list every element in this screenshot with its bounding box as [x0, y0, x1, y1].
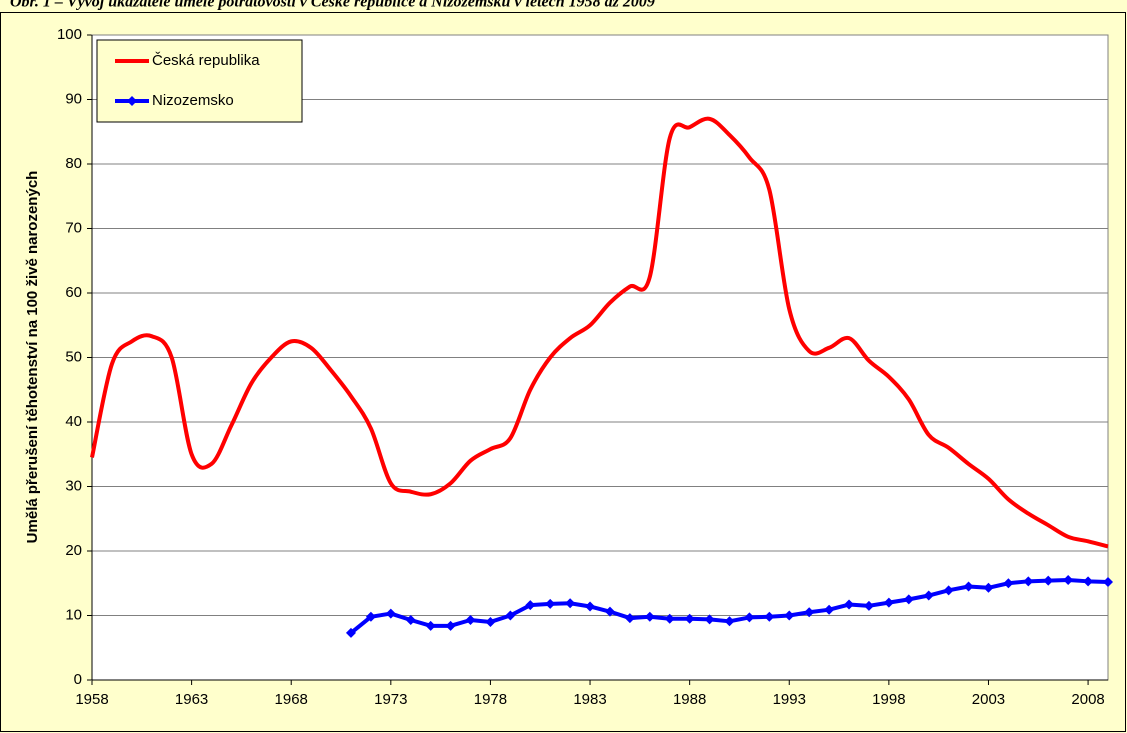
- marker: [565, 598, 576, 609]
- marker: [1023, 576, 1034, 587]
- y-tick-label: 70: [65, 219, 82, 236]
- marker: [903, 594, 914, 605]
- marker: [804, 607, 815, 618]
- marker: [664, 613, 675, 624]
- marker: [465, 615, 476, 626]
- marker: [1003, 578, 1014, 589]
- x-tick-label: 1993: [773, 691, 806, 708]
- legend-label: Česká republika: [152, 52, 260, 69]
- y-tick-label: 0: [74, 671, 82, 688]
- marker: [863, 600, 874, 611]
- y-tick-label: 30: [65, 477, 82, 494]
- x-tick-label: 1973: [374, 691, 407, 708]
- marker: [525, 600, 536, 611]
- y-axis-label: Umělá přerušení těhotenství na 100 živě …: [24, 171, 41, 544]
- marker: [824, 604, 835, 615]
- marker: [1083, 576, 1094, 587]
- y-tick-label: 10: [65, 606, 82, 623]
- y-tick-label: 100: [57, 26, 82, 43]
- x-tick-label: 1963: [175, 691, 208, 708]
- y-tick-label: 20: [65, 542, 82, 559]
- y-tick-label: 60: [65, 284, 82, 301]
- y-tick-label: 80: [65, 155, 82, 172]
- legend-marker: [127, 96, 137, 106]
- marker: [764, 611, 775, 622]
- marker: [405, 615, 416, 626]
- marker: [585, 601, 596, 612]
- chart-title: Obr. 1 – Vývoj ukazatele umělé potratovo…: [10, 0, 655, 11]
- marker: [425, 620, 436, 631]
- legend-label: Nizozemsko: [152, 92, 234, 109]
- marker: [724, 616, 735, 627]
- series-line: [90, 116, 1109, 549]
- marker: [963, 581, 974, 592]
- marker: [704, 614, 715, 625]
- legend-box: [96, 39, 303, 123]
- marker: [1103, 576, 1113, 587]
- marker: [365, 611, 376, 622]
- chart-border: [0, 12, 1126, 732]
- x-tick-label: 1988: [673, 691, 706, 708]
- marker: [1043, 575, 1054, 586]
- marker: [923, 590, 934, 601]
- marker: [943, 585, 954, 596]
- marker: [445, 620, 456, 631]
- x-tick-label: 1958: [75, 691, 108, 708]
- y-tick-label: 40: [65, 413, 82, 430]
- marker: [604, 606, 615, 617]
- x-tick-label: 1968: [275, 691, 308, 708]
- marker: [644, 611, 655, 622]
- marker: [345, 627, 356, 638]
- marker: [844, 599, 855, 610]
- y-tick-label: 90: [65, 90, 82, 107]
- x-tick-label: 1978: [474, 691, 507, 708]
- marker: [883, 597, 894, 608]
- x-tick-label: 2008: [1071, 691, 1104, 708]
- marker: [624, 613, 635, 624]
- y-tick-label: 50: [65, 348, 82, 365]
- marker: [545, 598, 556, 609]
- marker: [385, 608, 396, 619]
- marker: [485, 616, 496, 627]
- marker: [744, 612, 755, 623]
- marker: [784, 610, 795, 621]
- x-tick-label: 1998: [872, 691, 905, 708]
- marker: [684, 613, 695, 624]
- marker: [505, 610, 516, 621]
- marker: [983, 582, 994, 593]
- marker: [1063, 575, 1074, 586]
- x-tick-label: 1983: [573, 691, 606, 708]
- x-tick-label: 2003: [972, 691, 1005, 708]
